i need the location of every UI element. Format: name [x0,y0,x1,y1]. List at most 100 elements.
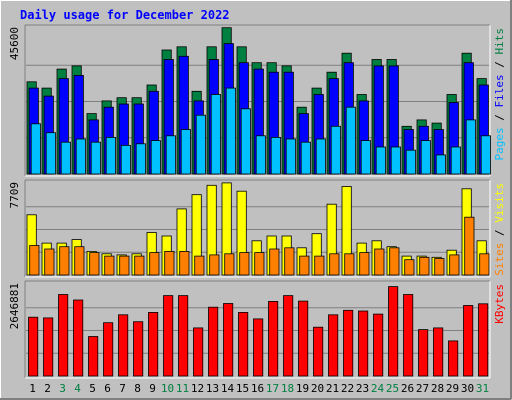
legend-part: / [493,55,506,75]
day-label-28: 28 [431,382,444,395]
bar-pages-day-8 [135,143,146,175]
bar-sites-day-11 [179,250,190,276]
day-label-11: 11 [176,382,189,395]
bar-kbytes-day-6 [103,322,114,377]
bar-kbytes-day-2 [43,317,54,377]
bar-kbytes-day-26 [403,294,414,377]
bar-sites-day-2 [44,248,55,276]
day-label-21: 21 [326,382,339,395]
bar-kbytes-day-20 [313,326,324,377]
day-label-10: 10 [161,382,174,395]
bar-sites-day-30 [464,216,475,276]
bar-sites-day-14 [224,253,235,276]
panel-kbytes-legend: KBytes [493,284,506,324]
bar-kbytes-day-30 [463,305,474,377]
bar-pages-day-4 [75,138,86,175]
bar-sites-day-7 [119,255,130,276]
panel-hits: 45600 Pages / Files / Hits [8,24,506,177]
bar-kbytes-day-8 [133,321,144,377]
bar-pages-day-25 [390,146,401,175]
day-label-31: 31 [476,382,489,395]
bar-pages-day-21 [330,125,341,175]
legend-part: Visits [493,183,506,223]
day-label-27: 27 [416,382,429,395]
bar-sites-day-20 [314,255,325,276]
day-label-4: 4 [74,382,81,395]
bar-pages-day-27 [420,140,431,175]
legend-part: Hits [493,28,506,55]
day-label-19: 19 [296,382,309,395]
legend-part: Sites [493,243,506,276]
panel-hits-legend: Pages / Files / Hits [493,28,506,161]
day-label-6: 6 [104,382,111,395]
bar-sites-day-23 [359,252,370,276]
bar-sites-day-31 [479,253,490,276]
bar-pages-day-9 [150,140,161,175]
bar-pages-day-28 [435,154,446,175]
bar-kbytes-day-24 [373,313,384,377]
day-label-1: 1 [29,382,36,395]
bar-pages-day-15 [240,108,251,175]
legend-part: KBytes [493,284,506,324]
bar-pages-day-23 [360,140,371,175]
panel-visits-legend: Sites / Visits [493,183,506,276]
chart-title: Daily usage for December 2022 [20,8,230,22]
day-label-18: 18 [281,382,294,395]
panel-kbytes: 2646881 KBytes [8,280,506,379]
bar-sites-day-26 [404,259,415,276]
bar-pages-day-26 [405,149,416,175]
day-label-12: 12 [191,382,204,395]
bar-pages-day-20 [315,138,326,175]
bar-sites-day-4 [74,246,85,276]
bar-kbytes-day-10 [163,295,174,377]
bar-sites-day-29 [449,254,460,276]
day-label-17: 17 [266,382,279,395]
bar-sites-day-1 [29,245,40,276]
bar-pages-day-11 [180,129,191,175]
bar-kbytes-day-22 [343,309,354,377]
day-label-2: 2 [44,382,51,395]
legend-part: Files [493,74,506,107]
bar-pages-day-10 [165,135,176,175]
bar-kbytes-day-17 [268,300,279,377]
bar-kbytes-day-3 [58,294,69,377]
day-label-9: 9 [149,382,156,395]
bar-kbytes-day-15 [238,311,249,377]
panel-visits-ymax-label: 7709 [8,182,21,209]
day-label-29: 29 [446,382,459,395]
bar-kbytes-day-23 [358,310,369,377]
bar-sites-day-8 [134,255,145,276]
bar-kbytes-day-31 [478,303,489,377]
bar-kbytes-day-29 [448,340,459,377]
day-label-8: 8 [134,382,141,395]
bar-sites-day-6 [104,255,115,276]
bar-sites-day-24 [374,248,385,276]
legend-part: / [493,223,506,243]
day-label-13: 13 [206,382,219,395]
bar-pages-day-5 [90,141,101,175]
bar-sites-day-12 [194,255,205,276]
bar-kbytes-day-7 [118,314,129,377]
bar-sites-day-21 [329,253,340,276]
legend-part: / [493,108,506,128]
bar-pages-day-7 [120,144,131,175]
bar-kbytes-day-11 [178,295,189,377]
bar-sites-day-25 [389,247,400,276]
bar-kbytes-day-13 [208,306,219,377]
bar-sites-day-10 [164,250,175,276]
bar-pages-day-12 [195,114,206,175]
bar-sites-day-15 [239,252,250,276]
bar-sites-day-27 [419,256,430,276]
bar-pages-day-24 [375,146,386,175]
bar-pages-day-6 [105,136,116,175]
bar-kbytes-day-27 [418,329,429,377]
bar-pages-day-19 [300,141,311,175]
bar-sites-day-19 [299,255,310,276]
bar-sites-day-28 [434,258,445,276]
panel-hits-ymax-label: 45600 [8,27,21,60]
bar-kbytes-day-4 [73,299,84,377]
bar-sites-day-17 [269,248,280,276]
bar-kbytes-day-28 [433,327,444,377]
day-label-24: 24 [371,382,385,395]
